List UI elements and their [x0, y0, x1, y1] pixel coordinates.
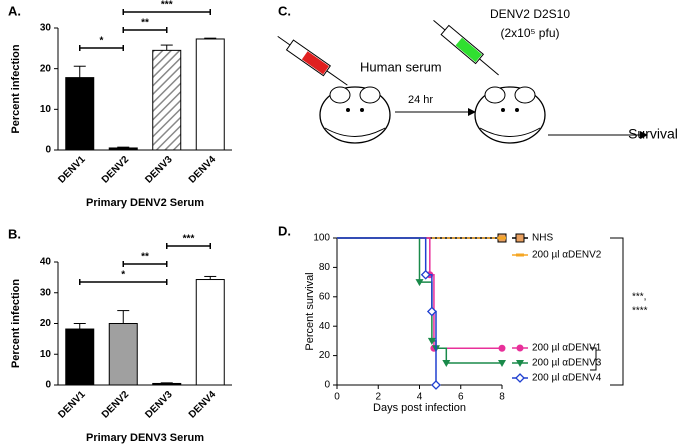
legend-label: 200 µl αDENV3 — [532, 358, 602, 369]
y-tick-label: 60 — [319, 291, 331, 302]
panel-label: C. — [278, 3, 291, 18]
significance-bracket — [590, 347, 597, 371]
y-tick-label: 20 — [319, 350, 331, 361]
bar — [195, 38, 225, 151]
marker — [427, 337, 436, 345]
y-tick-label: 0 — [45, 380, 51, 391]
marker — [442, 359, 451, 367]
y-tick-label: 100 — [313, 233, 330, 244]
outcome-label: Survival — [628, 126, 678, 142]
significance-label: ** — [141, 252, 149, 263]
bar — [108, 147, 138, 151]
arrowhead — [640, 131, 648, 139]
marker — [498, 236, 506, 240]
x-tick-label: DENV2 — [100, 389, 132, 421]
x-tick-label: 4 — [417, 392, 423, 403]
bar — [195, 279, 225, 386]
marker — [431, 380, 441, 390]
x-tick-label: DENV2 — [100, 154, 132, 186]
legend-marker — [516, 344, 524, 352]
marker — [420, 269, 431, 280]
syringe-green — [433, 19, 499, 76]
y-tick-label: 30 — [40, 23, 52, 34]
syringe-red — [277, 35, 348, 86]
x-tick-label: DENV1 — [56, 389, 88, 421]
significance-label: * — [121, 270, 125, 281]
marker — [426, 306, 437, 317]
arrowhead — [468, 108, 476, 116]
x-tick-label: DENV1 — [56, 154, 88, 186]
y-tick-label: 80 — [319, 262, 331, 273]
x-axis-label: Days post infection — [373, 402, 466, 414]
y-tick-label: 40 — [319, 321, 331, 332]
significance-bracket — [610, 237, 624, 386]
panel-label: B. — [8, 226, 21, 241]
dose-label: (2x10⁵ pfu) — [500, 26, 559, 40]
y-tick-label: 10 — [40, 349, 52, 360]
y-tick-label: 10 — [40, 104, 52, 115]
significance-label: ***, — [632, 292, 646, 303]
bar — [65, 328, 95, 386]
x-tick-label: 2 — [375, 392, 381, 403]
y-axis-label: Percent infection — [10, 44, 22, 134]
x-axis-label: Primary DENV3 Serum — [86, 432, 204, 444]
y-tick-label: 30 — [40, 287, 52, 298]
x-tick-label: DENV4 — [187, 154, 219, 186]
significance-label: ** — [141, 18, 149, 29]
marker — [415, 279, 424, 287]
significance-label: * — [100, 36, 104, 47]
bar — [152, 49, 182, 151]
y-tick-label: 20 — [40, 63, 52, 74]
bar — [65, 77, 95, 151]
significance-label: **** — [632, 306, 648, 317]
diagram: C. Human serum 24 hr — [277, 3, 678, 144]
x-tick-label: DENV3 — [143, 389, 175, 421]
legend-marker — [515, 233, 525, 243]
legend-label: 200 µl αDENV2 — [532, 250, 602, 261]
y-tick-label: 0 — [324, 380, 330, 391]
virus-label: DENV2 D2S10 — [490, 7, 570, 21]
survival-line — [337, 237, 502, 364]
y-tick-label: 40 — [40, 257, 52, 268]
serum-label: Human serum — [360, 59, 442, 74]
survival-line — [337, 237, 437, 385]
x-tick-label: 0 — [334, 392, 340, 403]
bar — [152, 382, 182, 386]
legend-label: 200 µl αDENV1 — [532, 343, 602, 354]
bar — [108, 323, 138, 386]
significance-label: *** — [183, 234, 195, 245]
legend-marker — [516, 360, 524, 367]
panel-label: D. — [278, 223, 291, 238]
x-tick-label: 6 — [458, 392, 464, 403]
legend-marker — [516, 253, 524, 257]
panel-label: A. — [8, 3, 21, 18]
x-axis-label: Primary DENV2 Serum — [86, 197, 204, 209]
x-tick-label: DENV4 — [187, 389, 219, 421]
significance-label: *** — [161, 0, 173, 11]
legend-label: 200 µl αDENV4 — [532, 373, 602, 384]
y-tick-label: 20 — [40, 318, 52, 329]
y-axis-label: Percent infection — [10, 279, 22, 369]
y-tick-label: 0 — [45, 145, 51, 156]
x-tick-label: 8 — [499, 392, 505, 403]
mouse — [474, 86, 546, 144]
mouse — [319, 86, 391, 144]
legend-marker — [515, 373, 525, 383]
marker — [498, 344, 506, 352]
legend-label: NHS — [532, 233, 553, 244]
interval-label: 24 hr — [408, 94, 433, 106]
y-axis-label: Percent survival — [304, 272, 316, 350]
x-tick-label: DENV3 — [143, 154, 175, 186]
marker — [498, 359, 506, 367]
